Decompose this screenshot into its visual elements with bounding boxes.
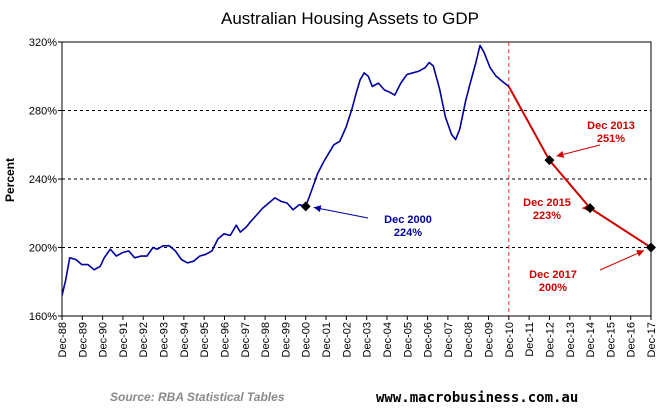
arrow-dec-2013 [556, 144, 601, 157]
x-tick-label: Dec-15 [605, 322, 617, 357]
x-tick-label: Dec-05 [402, 322, 414, 357]
x-tick-label: Dec-02 [341, 322, 353, 357]
x-tick-label: Dec-01 [321, 322, 333, 357]
x-tick-label: Dec-94 [179, 322, 191, 357]
x-tick-label: Dec-10 [504, 322, 516, 357]
annotation-dec-2013-date: Dec 2013 [587, 120, 635, 132]
series-projection-line [507, 86, 652, 249]
arrow-dec-2013-head [556, 151, 565, 158]
x-tick-label: Dec-96 [219, 322, 231, 357]
arrow-dec-2017-head [636, 250, 644, 257]
marker-2 [585, 203, 596, 214]
y-tick-label: 240% [29, 174, 57, 186]
source-note: Source: RBA Statistical Tables [110, 390, 285, 404]
y-axis-ticks: 160% 200% 240% 280% 320% [29, 37, 62, 323]
annotation-dec-2000-value: 224% [394, 227, 422, 239]
x-tick-label: Dec-97 [240, 322, 252, 357]
x-tick-label: Dec-07 [443, 322, 455, 357]
x-tick-label: Dec-90 [98, 322, 110, 357]
x-tick-label: Dec-00 [301, 322, 313, 357]
annotation-dec-2017-date: Dec 2017 [529, 269, 577, 281]
chart-title: Australian Housing Assets to GDP [221, 9, 479, 28]
data-markers [300, 155, 656, 253]
y-tick-label: 160% [29, 311, 57, 323]
x-tick-label: Dec-88 [57, 322, 69, 357]
marker-3 [646, 242, 656, 253]
annotation-dec-2000-date: Dec 2000 [384, 214, 432, 226]
x-tick-label: Dec-17 [646, 322, 658, 357]
x-tick-label: Dec-09 [484, 322, 496, 357]
x-axis-ticks: Dec-88 Dec-89 Dec-90 Dec-91 Dec-92 Dec-93 Dec-… [57, 316, 658, 357]
y-tick-label: 280% [29, 106, 57, 118]
annotation-dec-2013-value: 251% [597, 133, 625, 145]
series-historical-line [61, 44, 510, 296]
annotation-dec-2017-value: 200% [539, 282, 567, 294]
x-tick-label: Dec-92 [138, 322, 150, 357]
x-tick-label: Dec-16 [626, 322, 638, 357]
annotation-dec-2015-value: 223% [533, 210, 561, 222]
annotation-dec-2015-date: Dec 2015 [523, 197, 571, 209]
x-tick-label: Dec-98 [260, 322, 272, 357]
y-tick-label: 200% [29, 243, 57, 255]
arrow-dec-2000-head [313, 205, 322, 213]
x-tick-label: Dec-93 [159, 322, 171, 357]
x-tick-label: Dec-95 [199, 322, 211, 357]
x-tick-label: Dec-14 [585, 322, 597, 357]
x-tick-label: Dec-99 [280, 322, 292, 357]
x-tick-label: Dec-12 [544, 322, 556, 357]
x-tick-label: Dec-89 [77, 322, 89, 357]
marker-0 [300, 201, 311, 212]
x-tick-label: Dec-11 [524, 322, 536, 357]
arrow-dec-2017 [599, 250, 645, 271]
x-tick-label: Dec-08 [463, 322, 475, 357]
x-tick-label: Dec-91 [118, 322, 130, 357]
series-lines [61, 44, 652, 296]
x-tick-label: Dec-13 [565, 322, 577, 357]
x-tick-label: Dec-04 [382, 322, 394, 357]
website-credit: www.macrobusiness.com.au [376, 390, 578, 406]
marker-1 [544, 155, 555, 166]
arrow-dec-2000 [313, 206, 369, 219]
y-axis-label: Percent [3, 158, 17, 202]
x-tick-label: Dec-06 [423, 322, 435, 357]
y-tick-label: 320% [29, 37, 57, 49]
x-tick-label: Dec-03 [362, 322, 374, 357]
